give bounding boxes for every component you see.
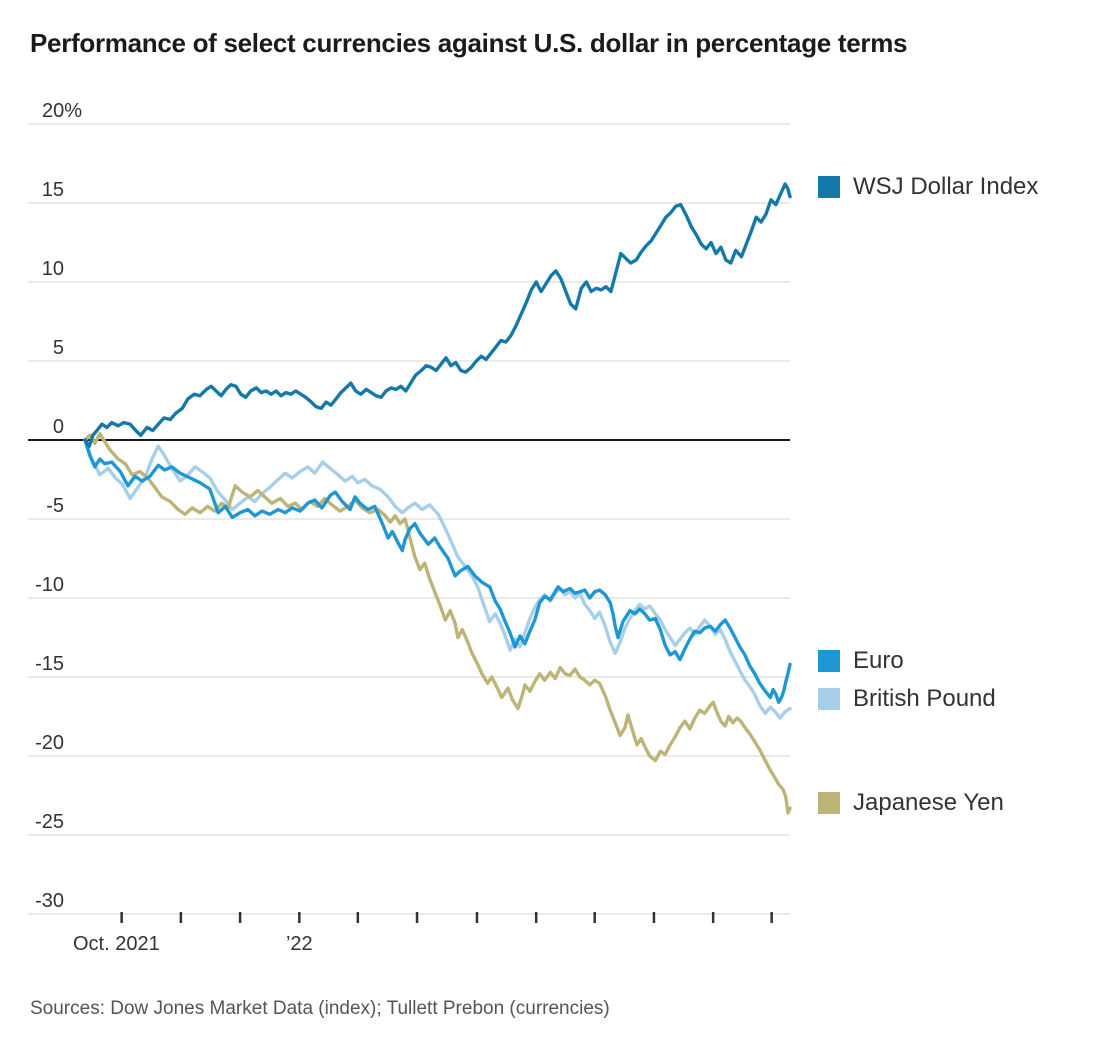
y-tick-label: -25 (35, 811, 64, 833)
y-tick-label: 0 (53, 416, 64, 438)
legend-label-euro: Euro (853, 647, 904, 674)
y-tick-label: -20 (35, 732, 64, 754)
y-tick-label: 5 (53, 337, 64, 359)
legend-swatch-japanese-yen-icon (818, 792, 840, 814)
legend-label-wsj-dollar-index: WSJ Dollar Index (853, 173, 1039, 200)
series-lines (83, 182, 792, 815)
y-tick-label: 15 (42, 179, 64, 201)
legend-label-british-pound: British Pound (853, 685, 996, 712)
legend-swatch-euro-icon (818, 650, 840, 672)
legend-item-wsj-dollar-index: WSJ Dollar Index (818, 173, 1039, 200)
series-line-wsj-dollar-index (83, 182, 792, 448)
y-tick-label: -30 (35, 890, 64, 912)
y-tick-label: -10 (35, 574, 64, 596)
gridlines (28, 123, 790, 915)
y-tick-label: -5 (46, 495, 64, 517)
series-line-euro (83, 438, 792, 704)
series-line-japanese-yen (83, 432, 792, 815)
page-title: Performance of select currencies against… (30, 28, 908, 58)
x-axis-labels: Oct. 2021 ’22 (73, 933, 313, 955)
y-axis-labels: 20% 15 10 5 0 -5 -10 -15 -20 -25 -30 (35, 100, 82, 912)
legend-item-british-pound: British Pound (818, 685, 996, 712)
y-tick-label: 20% (42, 100, 82, 122)
x-axis-label: Oct. 2021 (73, 933, 160, 955)
legend-swatch-british-pound-icon (818, 688, 840, 710)
y-tick-label: -15 (35, 653, 64, 675)
legend-label-japanese-yen: Japanese Yen (853, 789, 1004, 816)
legend-item-japanese-yen: Japanese Yen (818, 789, 1004, 816)
source-note: Sources: Dow Jones Market Data (index); … (30, 998, 610, 1019)
y-tick-label: 10 (42, 258, 64, 280)
legend-item-euro: Euro (818, 647, 904, 674)
x-axis-label: ’22 (286, 933, 313, 955)
legend-swatch-wsj-dollar-index-icon (818, 176, 840, 198)
x-axis-ticks (120, 912, 773, 923)
